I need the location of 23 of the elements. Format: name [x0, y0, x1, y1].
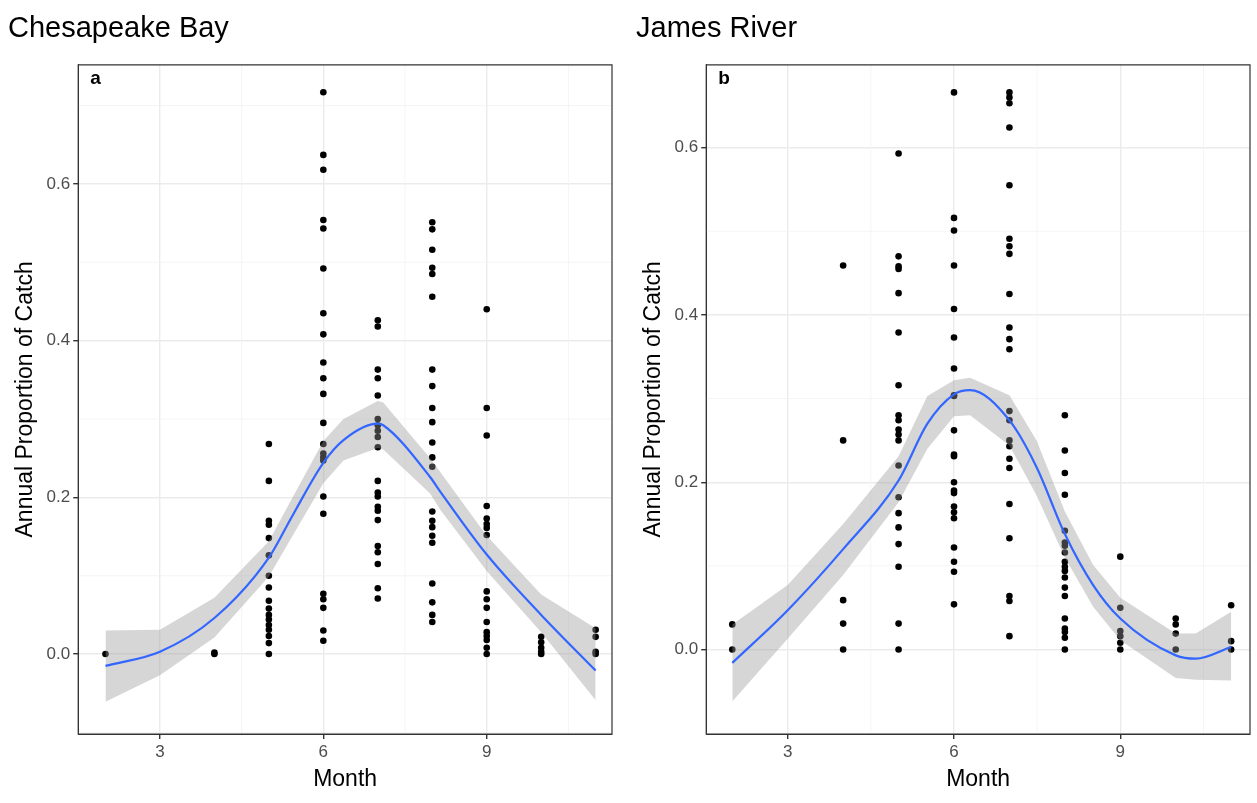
x-tick-label: 6	[949, 741, 959, 761]
x-axis-title: Month	[946, 764, 1011, 791]
y-tick-label: 0.6	[46, 173, 71, 193]
x-tick-label: 9	[481, 741, 492, 761]
y-tick-label: 0.2	[46, 487, 71, 507]
chart-title: James River	[636, 11, 798, 44]
x-tick-label: 6	[318, 741, 329, 761]
x-axis-title: Month	[313, 764, 378, 791]
x-tick-label: 9	[1115, 741, 1126, 761]
y-tick-label: 0.6	[674, 137, 699, 157]
annotation: a	[90, 66, 102, 88]
y-axis-title: Annual Proportion of Catch	[11, 261, 38, 538]
annotation: b	[718, 66, 730, 88]
y-tick-label: 0.2	[674, 471, 699, 491]
line-series	[731, 389, 1233, 664]
x-tick-label: 3	[155, 741, 165, 761]
y-axis-title: Annual Proportion of Catch	[639, 261, 666, 538]
y-tick-label: 0.0	[674, 639, 699, 659]
chart-title: Chesapeake Bay	[8, 11, 230, 44]
y-tick-label: 0.4	[46, 330, 71, 350]
y-tick-label: 0.0	[46, 643, 71, 663]
x-tick-label: 3	[782, 741, 793, 761]
y-tick-label: 0.4	[674, 304, 699, 324]
